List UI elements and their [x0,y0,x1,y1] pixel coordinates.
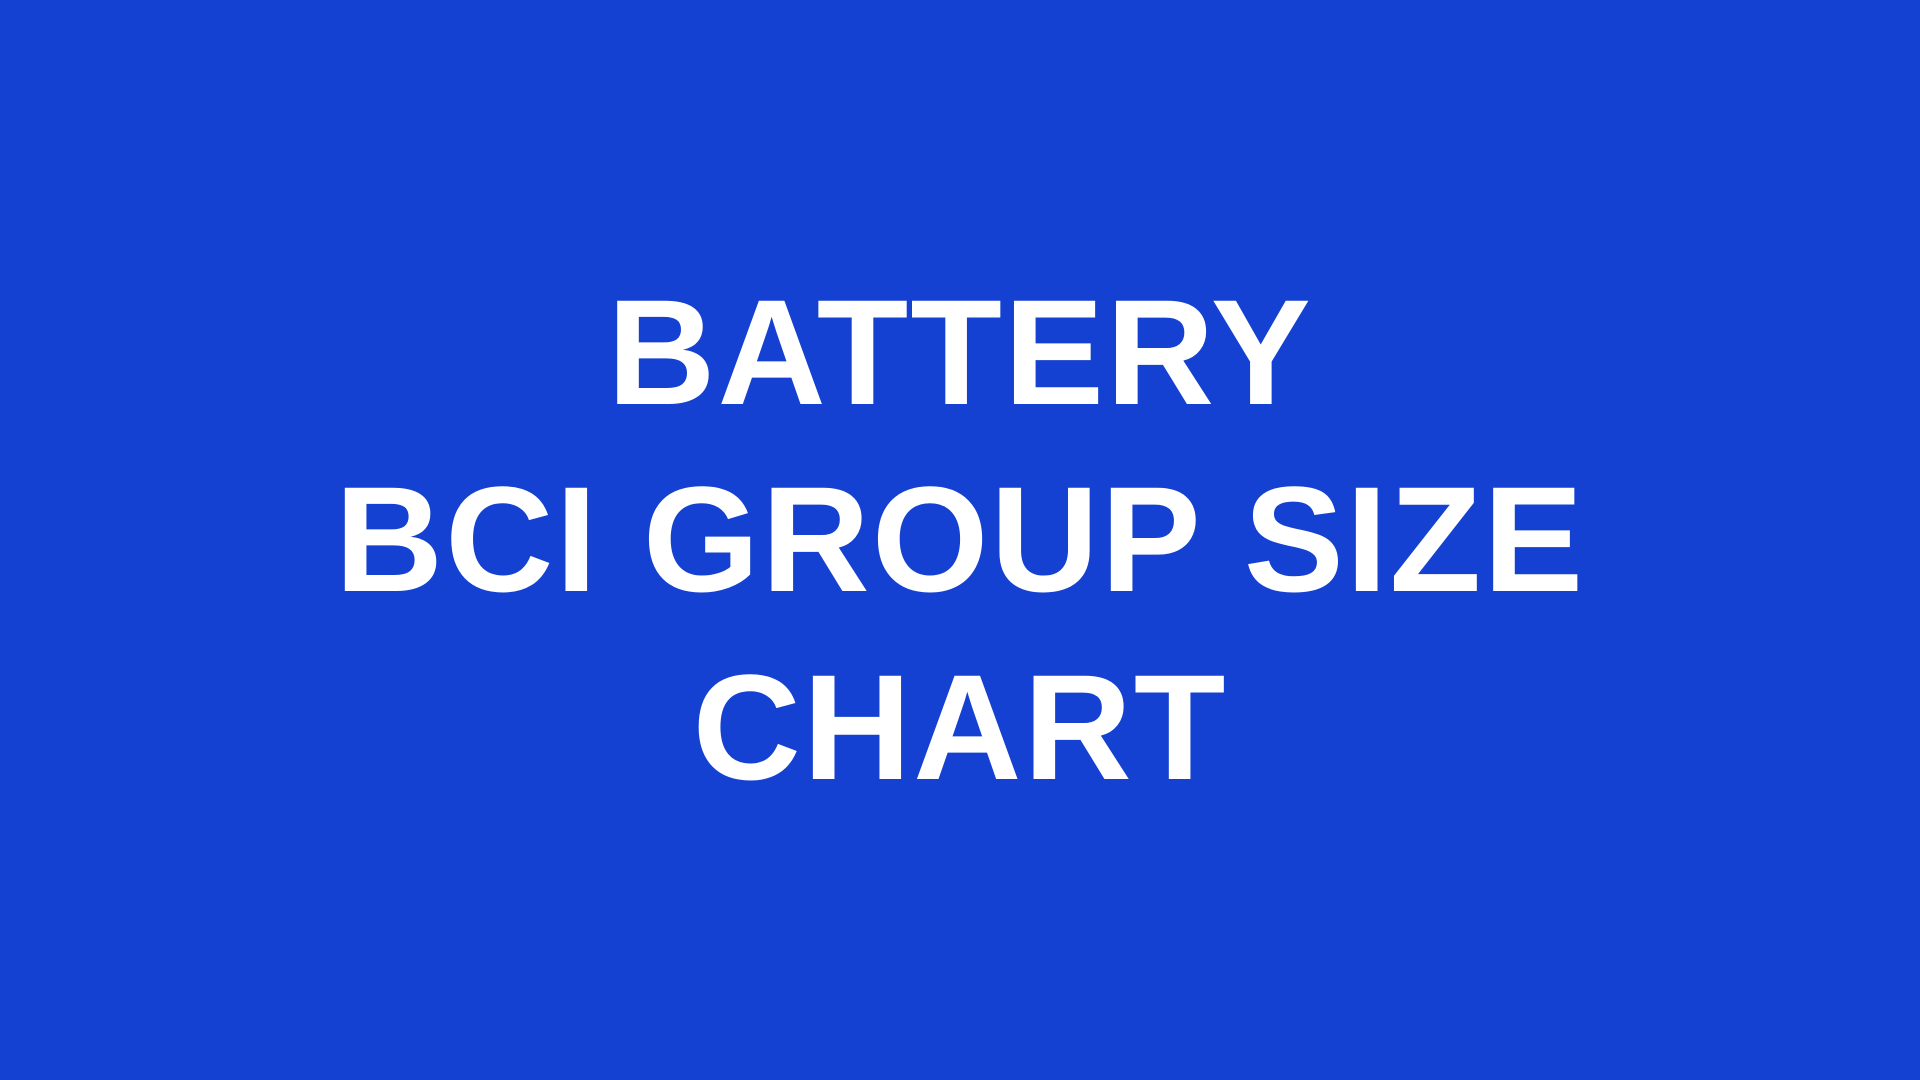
title-line-1: BATTERY [335,259,1585,447]
title-line-2: BCI GROUP SIZE [335,446,1585,634]
main-title: BATTERY BCI GROUP SIZE CHART [335,259,1585,822]
title-line-3: CHART [335,634,1585,822]
